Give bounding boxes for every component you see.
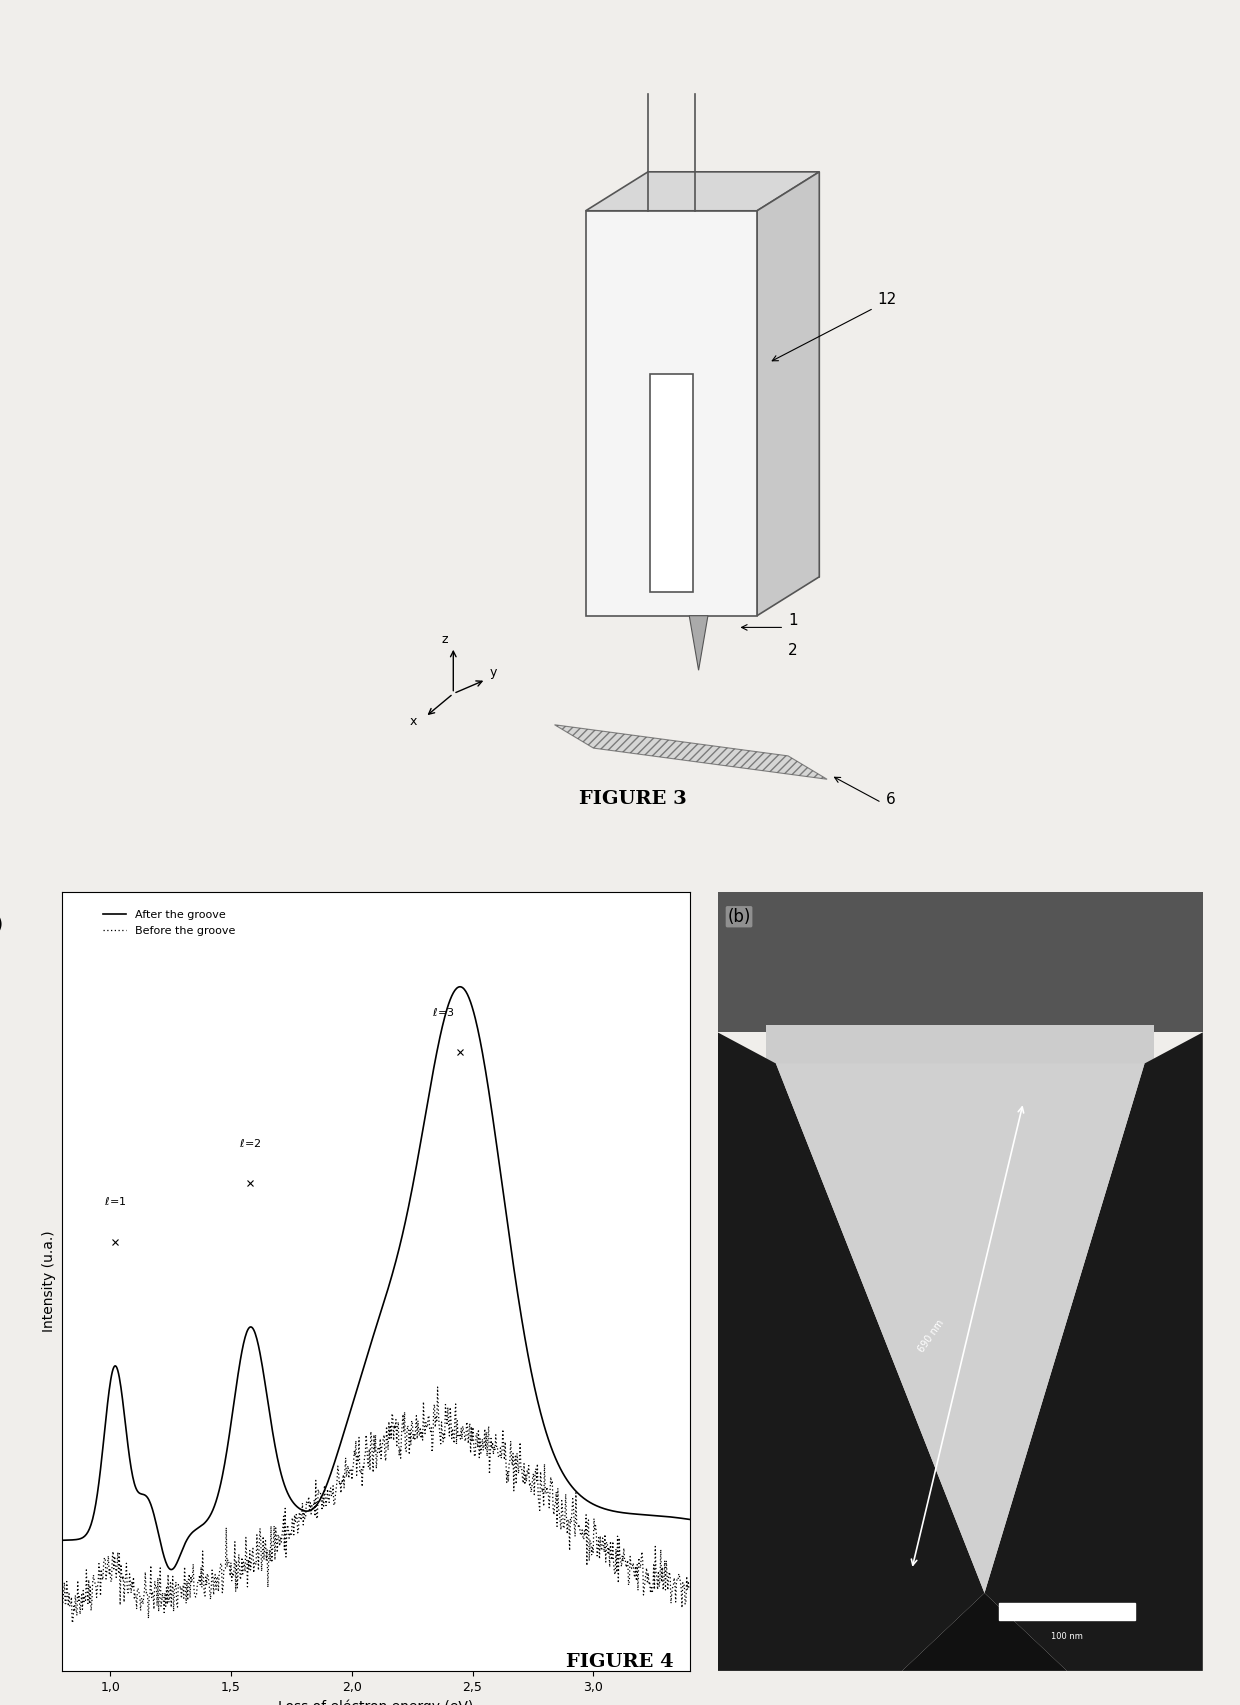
Text: y: y	[490, 665, 497, 679]
Polygon shape	[650, 375, 693, 592]
Polygon shape	[985, 1032, 1203, 1671]
Text: $\ell\!=\!1$: $\ell\!=\!1$	[104, 1195, 126, 1207]
Text: (b): (b)	[728, 907, 750, 926]
Text: FIGURE 3: FIGURE 3	[579, 789, 686, 808]
Polygon shape	[718, 1032, 985, 1671]
Bar	[999, 1603, 1135, 1620]
Y-axis label: Intensity (u.a.): Intensity (u.a.)	[42, 1231, 57, 1332]
Polygon shape	[776, 1064, 1145, 1592]
Text: $\ell\!=\!3$: $\ell\!=\!3$	[432, 1006, 455, 1018]
Polygon shape	[649, 172, 820, 576]
Polygon shape	[756, 172, 820, 616]
Polygon shape	[585, 172, 820, 211]
Text: (a): (a)	[0, 916, 4, 934]
X-axis label: Loss of eléctron energy (eV): Loss of eléctron energy (eV)	[278, 1700, 474, 1705]
Legend: After the groove, Before the groove: After the groove, Before the groove	[99, 905, 239, 939]
Text: z: z	[441, 633, 448, 646]
Text: $\ell\!=\!2$: $\ell\!=\!2$	[239, 1137, 262, 1149]
Polygon shape	[585, 211, 756, 616]
Polygon shape	[554, 725, 827, 779]
Text: 690 nm: 690 nm	[916, 1318, 946, 1354]
Polygon shape	[718, 1592, 1203, 1671]
Text: 12: 12	[878, 292, 897, 307]
Text: 1: 1	[789, 614, 797, 627]
Polygon shape	[766, 1025, 1154, 1086]
Polygon shape	[718, 892, 1203, 1032]
Text: 2: 2	[789, 643, 797, 658]
Text: 100 nm: 100 nm	[1052, 1632, 1083, 1640]
Text: 6: 6	[885, 793, 895, 806]
Polygon shape	[689, 616, 708, 670]
Text: FIGURE 4: FIGURE 4	[567, 1654, 673, 1671]
Text: x: x	[409, 714, 417, 728]
